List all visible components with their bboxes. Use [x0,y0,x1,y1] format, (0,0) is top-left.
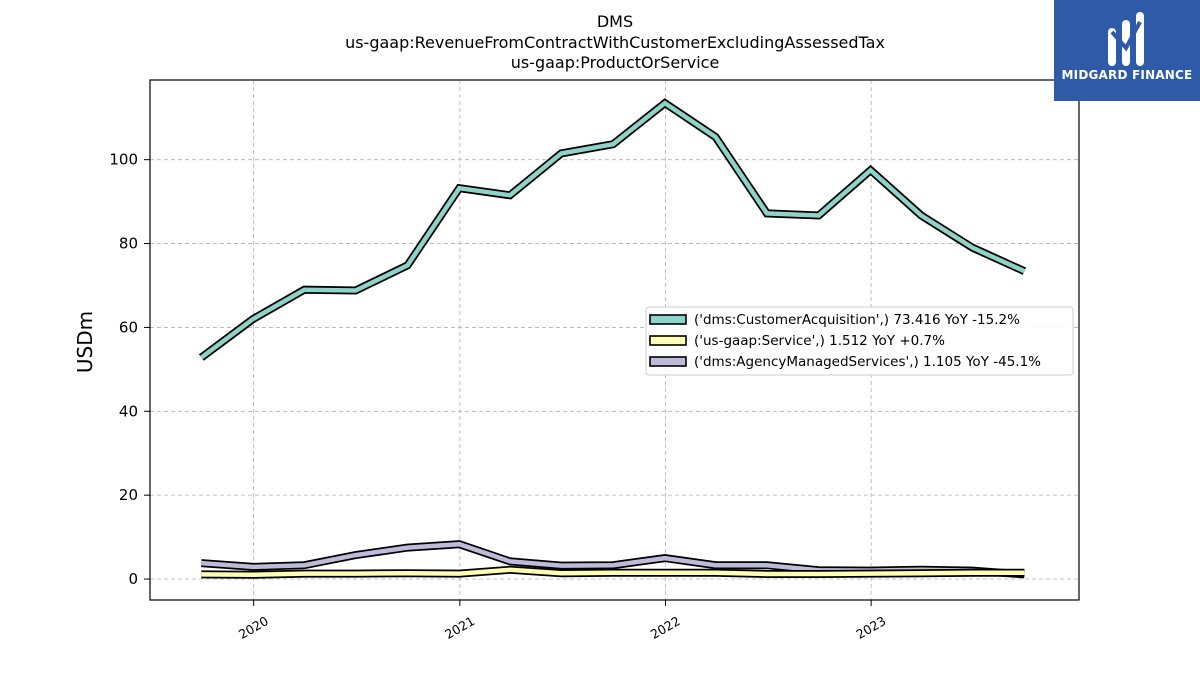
legend-label: ('us-gaap:Service',) 1.512 YoY +0.7% [694,333,945,349]
series-line [199,100,1026,360]
y-tick-label: 20 [119,486,138,504]
legend: ('dms:CustomerAcquisition',) 73.416 YoY … [645,306,1074,376]
x-tick-label: 2023 [853,613,888,642]
y-tick-label: 100 [109,151,138,169]
legend-label: ('dms:CustomerAcquisition',) 73.416 YoY … [694,312,1020,328]
y-tick-label: 0 [128,570,138,588]
plot-frame [149,79,1080,601]
chart-title-line: us-gaap:ProductOrService [511,53,720,72]
legend-swatch [649,335,687,346]
x-tick-label: 2020 [236,613,271,642]
legend-swatch [649,356,687,367]
chart-title: DMS us-gaap:RevenueFromContractWithCusto… [345,12,885,72]
y-axis-label: USDm [73,311,97,373]
y-tick-label: 60 [119,318,138,336]
y-axis-ticks: 0 20 40 60 80 100 [109,151,150,588]
midgard-logo-icon [1108,12,1144,66]
chart-title-line: DMS [597,12,633,31]
y-tick-label: 80 [119,235,138,253]
brand-name: MIDGARD FINANCE [1061,68,1193,82]
y-tick-label: 40 [119,402,138,420]
series-layer [198,98,1027,579]
x-tick-label: 2022 [648,613,683,642]
series-line [201,567,1025,578]
x-axis-ticks: 2020 2021 2022 2023 [236,600,888,642]
brand-logo: MIDGARD FINANCE [1054,0,1200,101]
legend-box [645,306,1074,376]
chart-title-line: us-gaap:RevenueFromContractWithCustomerE… [345,33,885,52]
x-tick-label: 2021 [442,613,477,642]
legend-label: ('dms:AgencyManagedServices',) 1.105 YoY… [694,354,1041,370]
legend-swatch [649,314,687,325]
